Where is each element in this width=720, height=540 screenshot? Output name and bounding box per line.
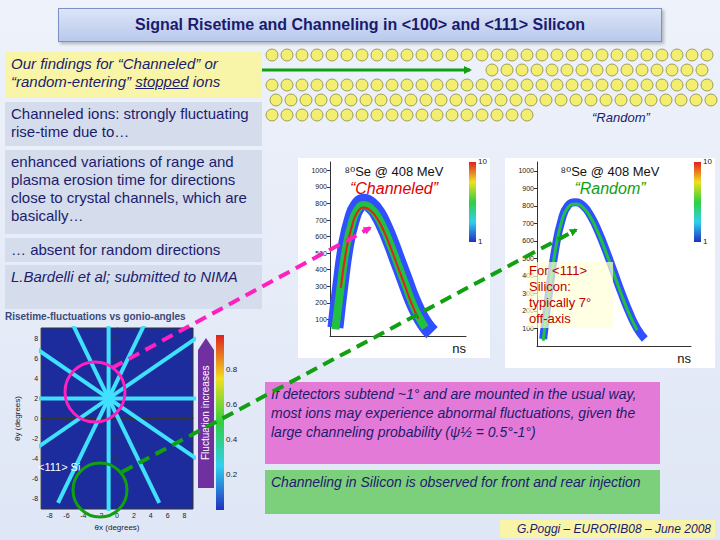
html-text:enhanced variations of range a: enhanced variations of range and plasma … <box>11 153 247 224</box>
html-text:0.2: 0.2 <box>226 470 238 479</box>
svg-text:θx (degrees): θx (degrees) <box>95 523 140 532</box>
svg-text:-6: -6 <box>63 512 69 519</box>
svg-text:-4: -4 <box>80 512 86 519</box>
html-text:If detectors subtend ~1° and a: If detectors subtend ~1° and are mounted… <box>271 386 637 440</box>
html-text:Signal Risetime and Channeling: Signal Risetime and Channeling in <100> … <box>135 16 585 33</box>
svg-text:600: 600 <box>315 233 327 240</box>
svg-text:6: 6 <box>166 512 170 519</box>
svg-text:700: 700 <box>522 220 534 227</box>
svg-text:900: 900 <box>522 185 534 192</box>
svg-text:θy (degrees): θy (degrees) <box>13 396 22 441</box>
html-text:Fluctuation increases: Fluctuation increases <box>200 365 211 461</box>
svg-text:2: 2 <box>132 512 136 519</box>
html-text:0.4: 0.4 <box>226 435 238 444</box>
svg-text:ns: ns <box>452 341 466 356</box>
svg-text:-8: -8 <box>32 495 38 502</box>
svg-text:6: 6 <box>34 355 38 362</box>
svg-text:800: 800 <box>315 200 327 207</box>
svg-text:0: 0 <box>115 512 119 519</box>
html-text:1: 1 <box>703 237 708 246</box>
svg-text:ns: ns <box>677 351 691 366</box>
svg-text:600: 600 <box>522 237 534 244</box>
svg-text:8: 8 <box>183 512 187 519</box>
html-text:Channeled ions: strongly fluct: Channeled ions: strongly fluctuating ris… <box>11 105 249 140</box>
svg-text:900: 900 <box>315 183 327 190</box>
html-text:0.8: 0.8 <box>226 365 238 374</box>
svg-text:-2: -2 <box>97 512 103 519</box>
html-text:L.Bardelli et al; submitted to: L.Bardelli et al; submitted to NIMA <box>11 268 238 285</box>
svg-text:“Channeled”: “Channeled” <box>350 180 439 197</box>
svg-text:-8: -8 <box>46 512 52 519</box>
svg-text:8: 8 <box>34 335 38 342</box>
svg-text:0: 0 <box>34 415 38 422</box>
svg-text:-4: -4 <box>32 455 38 462</box>
svg-text:-2: -2 <box>32 435 38 442</box>
html-text:1: 1 <box>478 237 483 246</box>
html-text:G.Poggi – EURORIB08 – June 200: G.Poggi – EURORIB08 – June 2008 <box>516 522 711 536</box>
html-text:For <111> Silicon: typically 7: For <111> Silicon: typically 7° off-axis <box>529 263 592 326</box>
svg-text:4: 4 <box>34 375 38 382</box>
svg-text:500: 500 <box>315 250 327 257</box>
svg-text:100: 100 <box>522 325 534 332</box>
html-text:<111> Si: <111> Si <box>38 461 81 473</box>
svg-text:100: 100 <box>315 316 327 323</box>
svg-text:800: 800 <box>522 202 534 209</box>
svg-text:“Random”: “Random” <box>574 180 646 197</box>
svg-text:400: 400 <box>315 266 327 273</box>
svg-text:1000: 1000 <box>518 167 534 174</box>
svg-text:4: 4 <box>149 512 153 519</box>
svg-text:⁸⁰Se @ 408 MeV: ⁸⁰Se @ 408 MeV <box>344 164 443 179</box>
html-text:Our findings for “Channeled” o: Our findings for “Channeled” or “random-… <box>11 55 221 90</box>
html-text:“Random”: “Random” <box>592 110 650 125</box>
svg-text:700: 700 <box>315 217 327 224</box>
html-text:Risetime-fluctuations vs gonio: Risetime-fluctuations vs gonio-angles <box>5 311 186 322</box>
svg-text:1000: 1000 <box>311 167 327 174</box>
svg-text:500: 500 <box>522 255 534 262</box>
svg-text:200: 200 <box>315 299 327 306</box>
html-text:Channeling in Silicon is obser: Channeling in Silicon is observed for fr… <box>271 474 641 490</box>
html-text:10: 10 <box>478 157 487 166</box>
svg-text:-6: -6 <box>32 475 38 482</box>
svg-text:300: 300 <box>315 283 327 290</box>
html-text:10: 10 <box>703 157 712 166</box>
svg-text:2: 2 <box>34 395 38 402</box>
svg-text:⁸⁰Se @ 408 MeV: ⁸⁰Se @ 408 MeV <box>560 164 659 179</box>
html-text:… absent for random directions: … absent for random directions <box>11 241 221 258</box>
html-text:0.6: 0.6 <box>226 400 238 409</box>
